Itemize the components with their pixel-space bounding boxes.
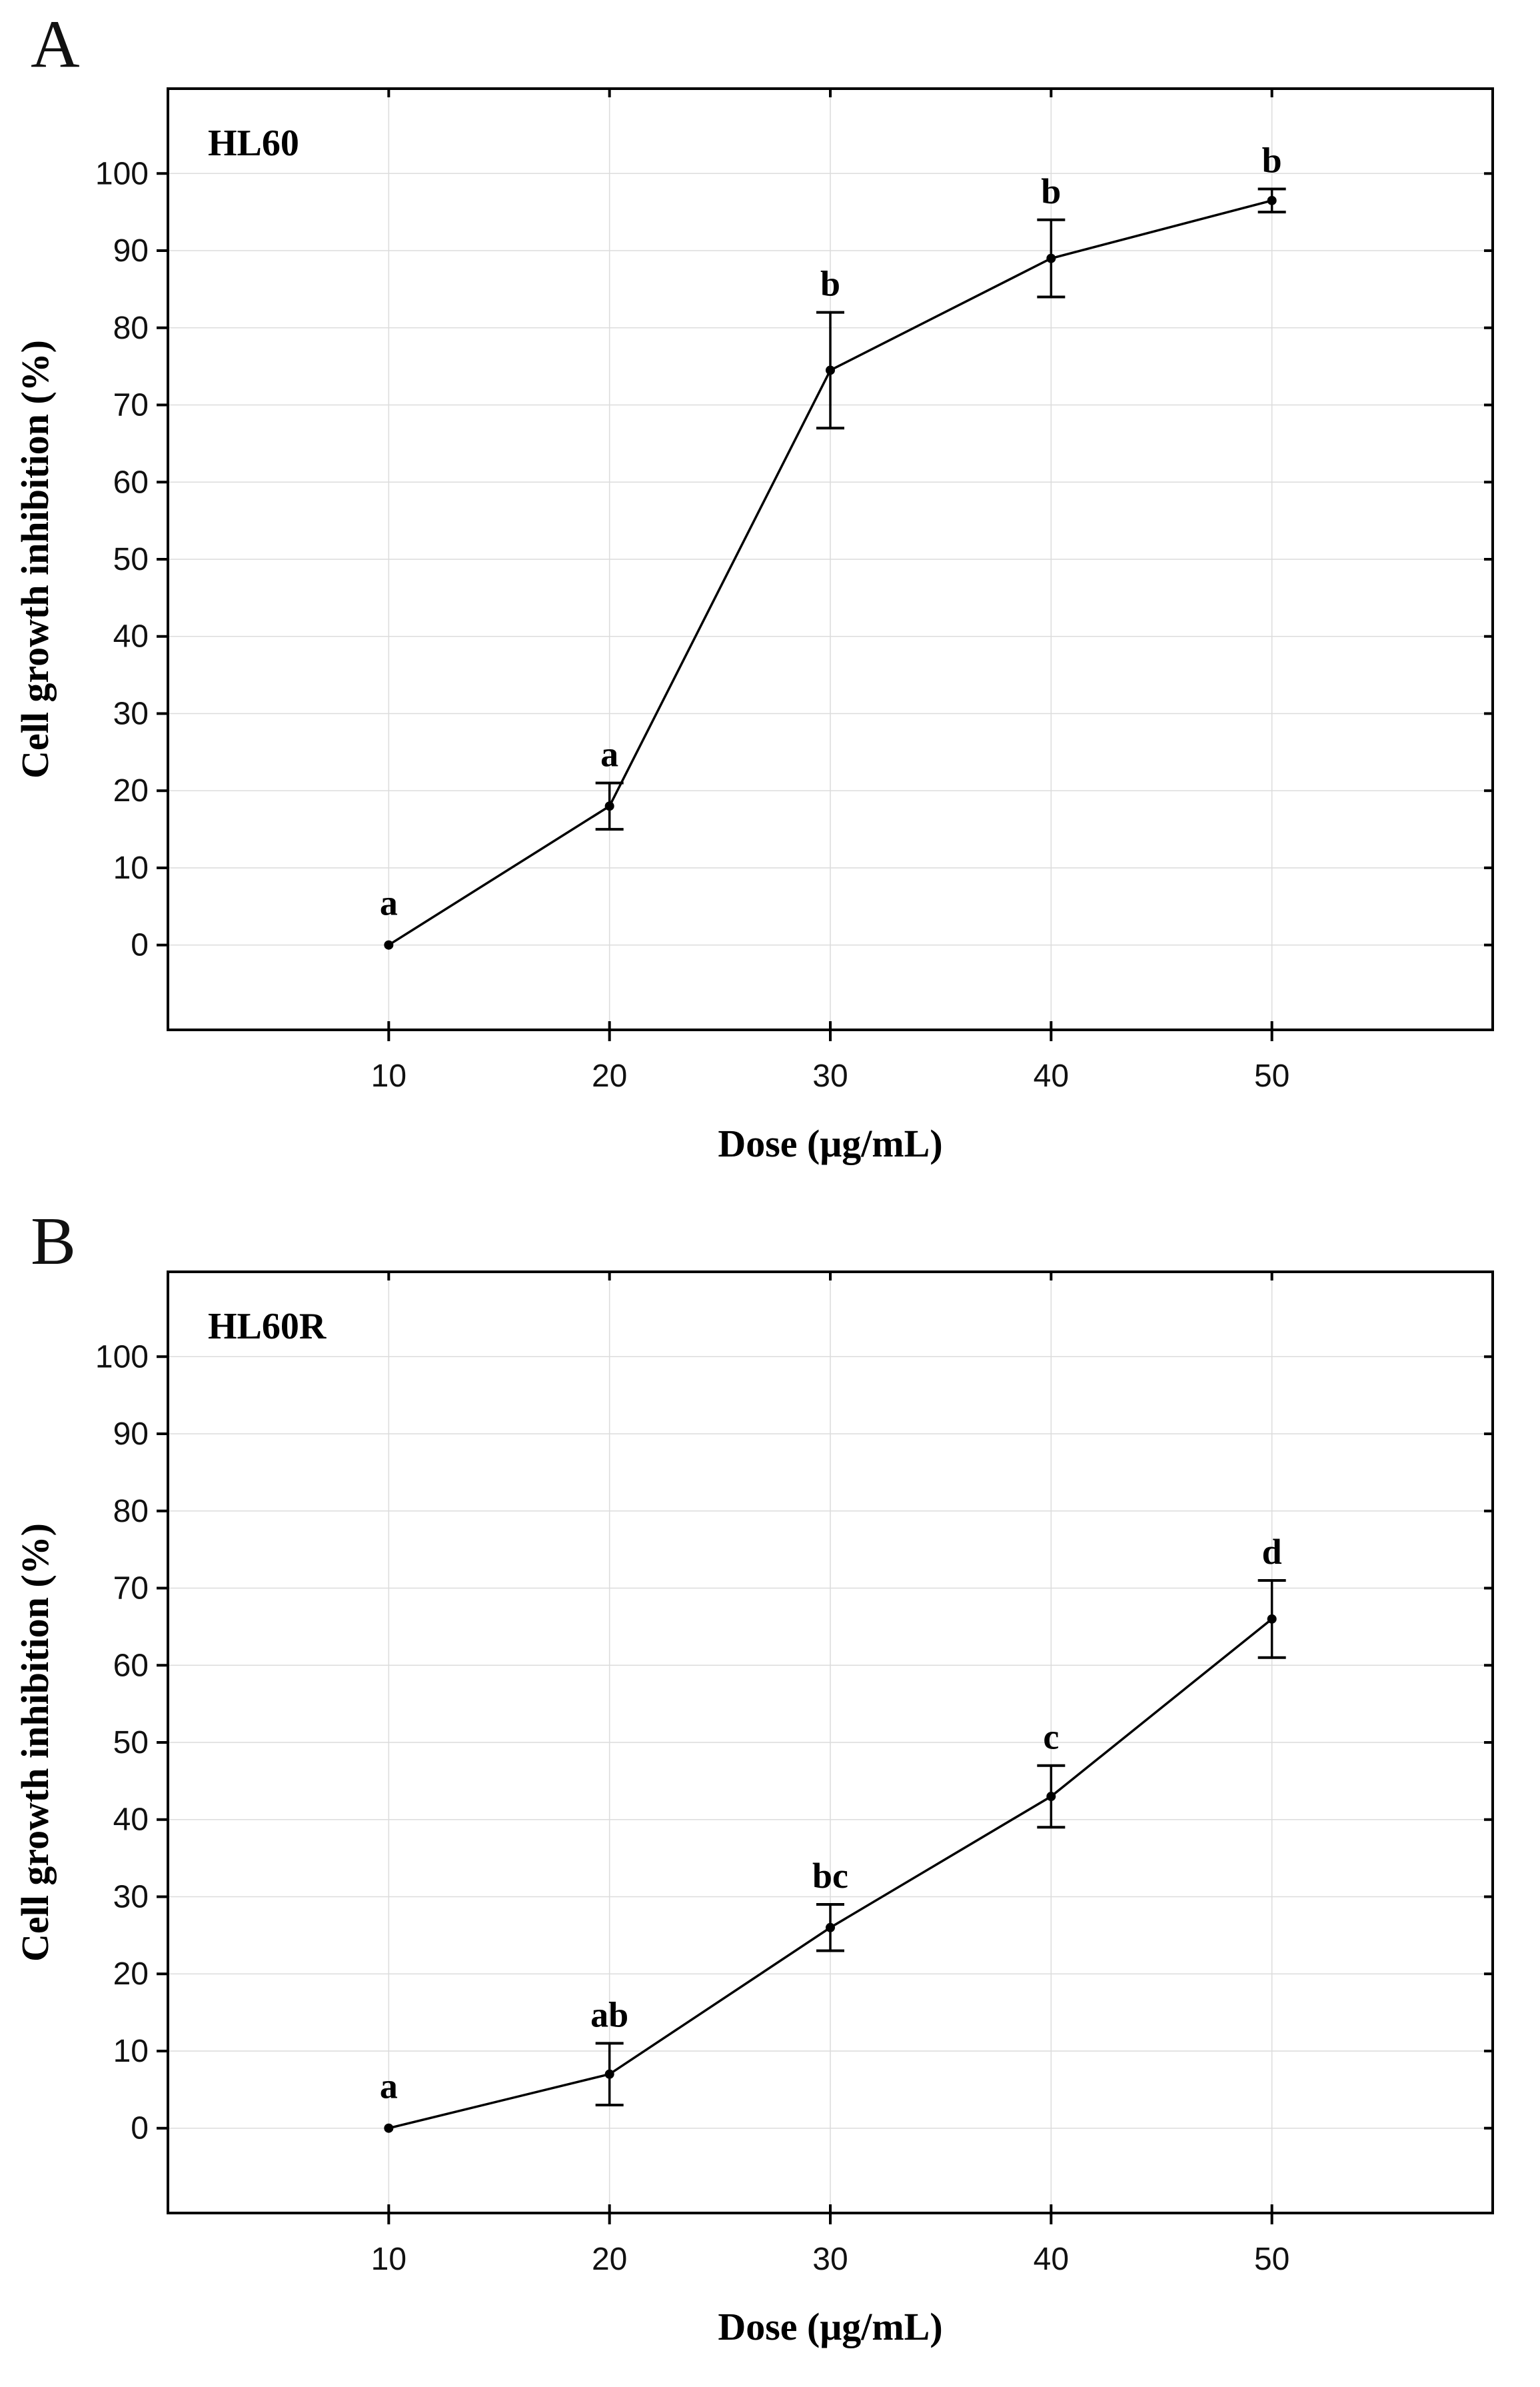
y-tick-label: 0 <box>131 928 149 963</box>
data-point-marker <box>604 801 614 811</box>
significance-letter: a <box>380 883 398 923</box>
y-tick-label: 100 <box>95 1339 149 1374</box>
chart-a <box>157 87 1494 1041</box>
chart-title: HL60 <box>208 123 299 164</box>
chart-b <box>157 1270 1494 2224</box>
significance-letter: a <box>600 735 618 775</box>
y-tick-label: 40 <box>113 619 149 655</box>
y-tick-label: 20 <box>113 773 149 809</box>
y-tick-label: 20 <box>113 1956 149 1992</box>
significance-letter: d <box>1262 1532 1282 1572</box>
data-point-marker <box>826 365 835 375</box>
data-point-marker <box>826 1922 835 1932</box>
x-tick-label: 10 <box>371 1059 406 1094</box>
panel-label-b: B <box>31 1204 77 1279</box>
x-tick-label: 20 <box>592 1059 627 1094</box>
y-tick-label: 30 <box>113 696 149 731</box>
y-tick-label: 90 <box>113 233 149 269</box>
y-tick-label: 10 <box>113 2034 149 2069</box>
data-point-marker <box>1046 1792 1056 1802</box>
chart-title: HL60R <box>208 1306 327 1347</box>
x-tick-label: 30 <box>812 2242 848 2277</box>
y-axis-title: Cell growth inhibition (%) <box>13 1523 57 1962</box>
data-point-marker <box>384 940 394 950</box>
y-tick-label: 50 <box>113 1725 149 1760</box>
y-tick-label: 0 <box>131 2111 149 2146</box>
panel-label-a: A <box>31 7 80 82</box>
data-point-marker <box>1267 195 1277 205</box>
significance-letter: a <box>380 2066 398 2106</box>
y-tick-label: 10 <box>113 851 149 886</box>
x-tick-label: 50 <box>1254 1059 1289 1094</box>
significance-letter: c <box>1043 1717 1059 1757</box>
x-tick-label: 40 <box>1034 1059 1069 1094</box>
x-axis-title: Dose (μg/mL) <box>718 1122 942 1165</box>
y-tick-label: 60 <box>113 1648 149 1683</box>
significance-letter: ab <box>590 1994 628 2034</box>
x-tick-label: 20 <box>592 2242 627 2277</box>
x-tick-label: 10 <box>371 2242 406 2277</box>
y-tick-label: 80 <box>113 1494 149 1529</box>
x-axis-title: Dose (μg/mL) <box>718 2305 942 2348</box>
significance-letter: b <box>1041 171 1061 211</box>
x-tick-label: 40 <box>1034 2242 1069 2277</box>
data-point-marker <box>384 2123 394 2133</box>
y-tick-label: 50 <box>113 542 149 577</box>
significance-letter: b <box>1262 140 1282 180</box>
data-point-marker <box>604 2069 614 2079</box>
y-tick-label: 100 <box>95 156 149 191</box>
data-point-marker <box>1267 1614 1277 1624</box>
x-tick-label: 50 <box>1254 2242 1289 2277</box>
data-point-marker <box>1046 253 1056 263</box>
y-tick-label: 40 <box>113 1802 149 1838</box>
x-tick-label: 30 <box>812 1059 848 1094</box>
y-tick-label: 60 <box>113 465 149 500</box>
y-axis-title: Cell growth inhibition (%) <box>13 340 57 779</box>
y-tick-label: 90 <box>113 1416 149 1452</box>
significance-letter: b <box>820 264 840 304</box>
y-tick-label: 70 <box>113 388 149 423</box>
y-tick-label: 30 <box>113 1879 149 1914</box>
significance-letter: bc <box>812 1856 848 1896</box>
y-tick-label: 70 <box>113 1571 149 1606</box>
y-tick-label: 80 <box>113 311 149 346</box>
